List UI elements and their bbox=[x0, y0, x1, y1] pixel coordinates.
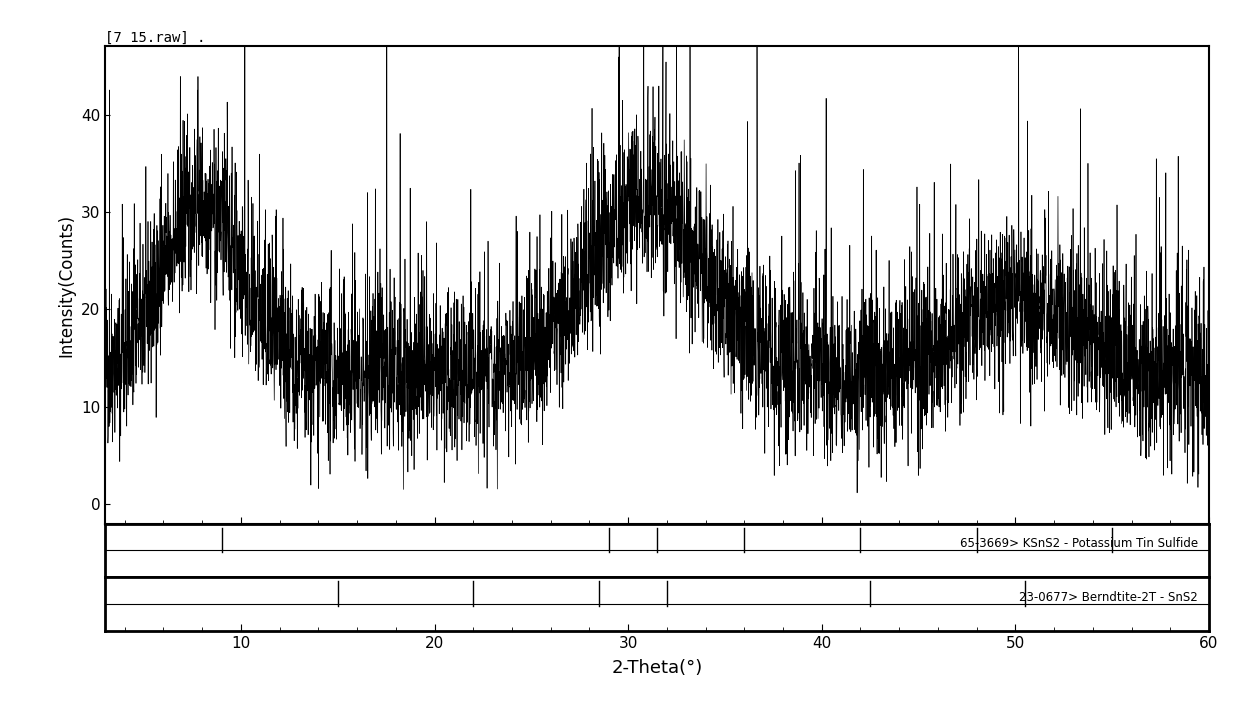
Text: 65-3669> KSnS2 - Potassium Tin Sulfide: 65-3669> KSnS2 - Potassium Tin Sulfide bbox=[960, 537, 1198, 550]
Y-axis label: Intensity(Counts): Intensity(Counts) bbox=[57, 213, 76, 356]
X-axis label: 2-Theta(°): 2-Theta(°) bbox=[611, 660, 703, 677]
Text: [7 15.raw] .: [7 15.raw] . bbox=[105, 31, 206, 45]
Text: 23-0677> Berndtite-2T - SnS2: 23-0677> Berndtite-2T - SnS2 bbox=[1019, 591, 1198, 604]
